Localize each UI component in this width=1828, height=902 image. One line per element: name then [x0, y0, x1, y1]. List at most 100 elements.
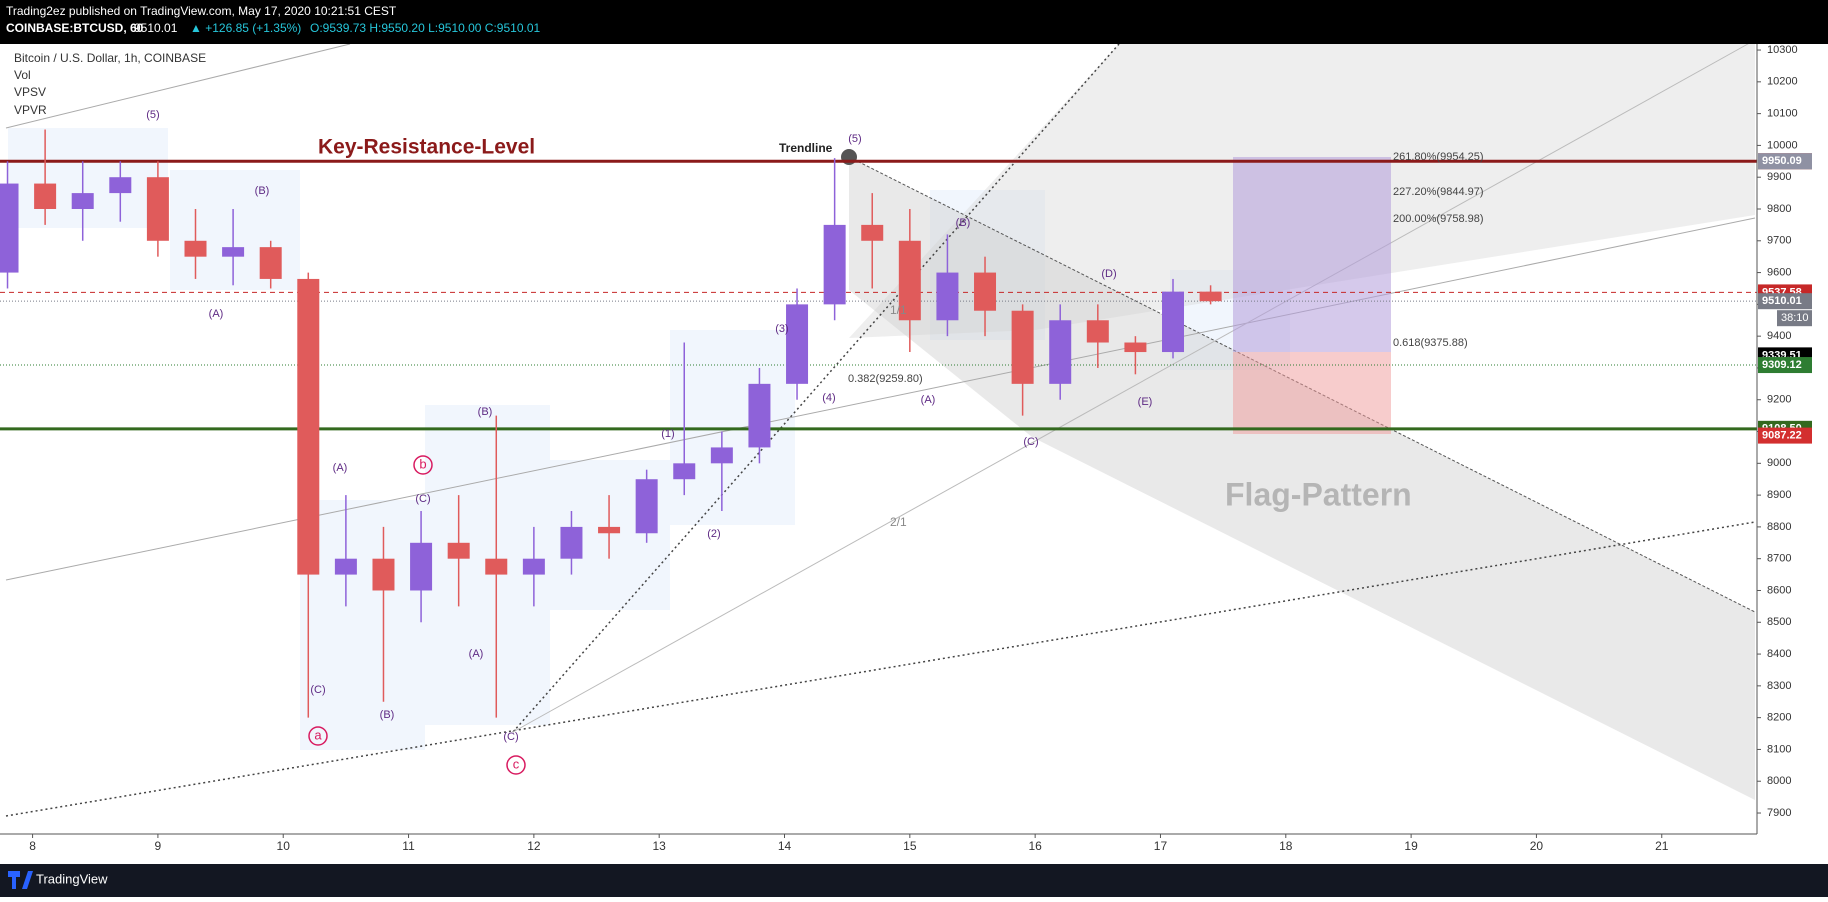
trendline [5, 521, 1756, 817]
publish-info: Trading2ez published on TradingView.com,… [6, 4, 397, 18]
price-tag [1758, 357, 1812, 374]
price-tag-label: 9087.22 [1762, 429, 1802, 441]
candle-body [410, 542, 433, 591]
header-bar [0, 0, 1828, 44]
candle-body [71, 193, 94, 209]
wave-label: (D) [1101, 268, 1116, 280]
y-tick-label: 8300 [1767, 680, 1791, 692]
candle-body [673, 463, 696, 480]
x-tick-label: 19 [1404, 839, 1418, 853]
wave-circled-label: c [513, 756, 520, 771]
y-tick-label: 9600 [1767, 266, 1791, 278]
candle-body [334, 558, 357, 575]
annotation: 200.00%(9758.98) [1393, 213, 1484, 225]
annotation: 0.382(9259.80) [848, 373, 923, 385]
indicator: VPVR [14, 103, 47, 117]
wave-label: (A) [209, 308, 224, 320]
candle-body [861, 224, 884, 241]
wave-label: (B) [255, 185, 270, 197]
y-tick-label: 9900 [1767, 171, 1791, 183]
candle-body [109, 177, 132, 194]
annotation: Flag-Pattern [1225, 476, 1412, 512]
wave-circle [308, 726, 328, 746]
logo [8, 871, 33, 889]
candle-body [146, 177, 169, 241]
x-tick-label: 16 [1028, 839, 1042, 853]
wave-label: (B) [956, 217, 971, 229]
range-box [8, 128, 168, 228]
plot [0, 129, 1757, 718]
candle-body [936, 272, 959, 321]
candle-body [447, 542, 470, 559]
symbol: COINBASE:BTCUSD, 60 [6, 21, 144, 35]
x-tick-label: 14 [778, 839, 792, 853]
wave-circled-label: a [314, 727, 322, 742]
y-tick-label: 10200 [1767, 76, 1798, 88]
wave-label: (A) [333, 462, 348, 474]
x-tick-label: 8 [29, 839, 36, 853]
y-tick-label: 10000 [1767, 139, 1798, 151]
candle-body [1086, 320, 1109, 343]
wave-label: (5) [146, 109, 159, 121]
y-tick-label: 9200 [1767, 394, 1791, 406]
footer-bar [0, 864, 1828, 897]
wave-label: (B) [380, 709, 395, 721]
countdown: 38:10 [1781, 312, 1809, 324]
indicator: Vol [14, 68, 31, 82]
wave-label: (C) [310, 684, 325, 696]
candle-body [222, 247, 245, 257]
change: ▲ +126.85 (+1.35%) [190, 21, 301, 35]
price-tag-label: 9510.01 [1762, 295, 1802, 307]
wave-label: (C) [503, 731, 518, 743]
annotation: 227.20%(9844.97) [1393, 186, 1484, 198]
y-tick-label: 8200 [1767, 712, 1791, 724]
candle-body [1124, 342, 1147, 353]
wave-circle [506, 755, 526, 775]
wave-circle [413, 455, 433, 475]
wave-label: (5) [848, 133, 861, 145]
y-tick-label: 9000 [1767, 457, 1791, 469]
candle-body [184, 240, 207, 257]
candle-body [485, 558, 508, 575]
wave-label: (A) [469, 648, 484, 660]
candle-body [0, 183, 19, 273]
last-price: 9510.01 [134, 21, 178, 35]
x-tick-label: 9 [155, 839, 162, 853]
x-tick-label: 20 [1530, 839, 1544, 853]
candle-body [598, 526, 621, 534]
y-tick-label: 8500 [1767, 616, 1791, 628]
x-tick-label: 18 [1279, 839, 1293, 853]
wave-label: (C) [415, 493, 430, 505]
candle-body [710, 447, 733, 464]
candle-body [34, 183, 57, 209]
x-tick-label: 17 [1154, 839, 1168, 853]
candle-body [1011, 310, 1034, 384]
candle-body [522, 558, 545, 575]
annotation: Key-Resistance-Level [318, 136, 535, 159]
y-tick-label: 8600 [1767, 584, 1791, 596]
x-tick-label: 13 [653, 839, 667, 853]
x-tick-label: 12 [527, 839, 541, 853]
x-tick-label: 21 [1655, 839, 1669, 853]
y-tick-label: 10100 [1767, 108, 1798, 120]
candle-body [1199, 291, 1222, 302]
annotation: 2/1 [890, 515, 907, 529]
candle-body [748, 383, 771, 448]
stop-box [1233, 352, 1391, 434]
y-tick-label: 7900 [1767, 807, 1791, 819]
wave-label: (2) [707, 528, 720, 540]
candle-body [1162, 291, 1185, 353]
price-tag-label: 9309.12 [1762, 359, 1802, 371]
wave-label: (A) [921, 394, 936, 406]
candle-body [297, 278, 320, 575]
candle-body [1049, 320, 1072, 384]
wave-label: (B) [478, 406, 493, 418]
chart-title: Bitcoin / U.S. Dollar, 1h, COINBASE [14, 51, 206, 65]
wave-label: (C) [1023, 436, 1038, 448]
countdown-tag [1777, 310, 1812, 327]
x-tick-label: 10 [277, 839, 291, 853]
annotation: 1/1 [890, 303, 907, 317]
indicator: VPSV [14, 85, 46, 99]
trendline [512, 39, 1756, 733]
